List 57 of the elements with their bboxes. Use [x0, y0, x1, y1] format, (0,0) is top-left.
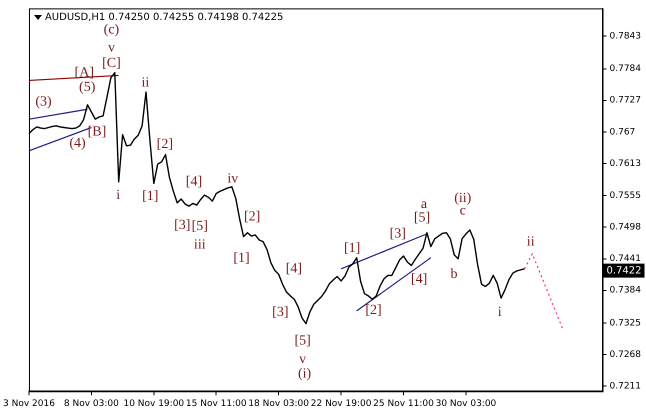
x-tick-label: 18 Nov 03:00: [248, 398, 310, 409]
annotation: [4]: [186, 174, 202, 190]
annotation: v: [299, 352, 306, 368]
y-tick-label: 0.7784: [610, 64, 642, 74]
y-tick-label: 0.767: [610, 127, 636, 138]
annotation: iii: [194, 237, 206, 252]
annotation: i: [498, 304, 502, 320]
y-tick-label: 0.7613: [610, 158, 642, 169]
annotation: [C]: [102, 56, 121, 72]
annotation: b: [450, 267, 458, 282]
annotation: [5]: [192, 218, 208, 234]
annotation: ii: [142, 75, 150, 90]
x-tick-label: 25 Nov 11:00: [373, 398, 434, 409]
annotation: (4): [69, 136, 86, 152]
annotation: [3]: [174, 218, 190, 234]
annotation: [5]: [414, 210, 430, 226]
y-tick-label: 0.7555: [610, 190, 642, 201]
annotation: [4]: [286, 261, 302, 276]
annotation: (ii): [454, 191, 472, 206]
annotation: [B]: [88, 124, 106, 140]
y-tick-label: 0.7843: [610, 31, 642, 42]
annotation: (5): [79, 80, 96, 96]
x-tick-label: 3 Nov 2016: [3, 398, 56, 409]
x-tick-label: 30 Nov 03:00: [436, 398, 497, 409]
y-tick-label: 0.7325: [610, 318, 642, 328]
y-tick-label: 0.7384: [610, 286, 642, 296]
y-tick-label: 0.7727: [610, 96, 642, 106]
annotation: (c): [104, 22, 120, 38]
annotation: (i): [298, 366, 312, 382]
annotation: [3]: [272, 304, 288, 320]
annotation: [5]: [294, 334, 311, 349]
annotation: [3]: [390, 226, 406, 242]
annotation: [2]: [365, 302, 382, 318]
annotation: iv: [227, 172, 238, 187]
annotation: i: [116, 188, 120, 204]
y-tick-label: 0.7268: [610, 350, 642, 360]
x-tick-label: 15 Nov 11:00: [186, 398, 247, 409]
annotation: [1]: [344, 241, 360, 256]
annotation: [A]: [74, 66, 94, 81]
x-tick-label: 10 Nov 19:00: [123, 398, 184, 409]
x-tick-label: 8 Nov 03:00: [64, 398, 120, 409]
x-tick-label: 22 Nov 19:00: [310, 398, 372, 409]
annotation: (3): [35, 94, 52, 110]
annotation: [1]: [233, 250, 250, 266]
text: 0.7422: [606, 265, 642, 276]
annotation: c: [460, 204, 466, 219]
chart-title: AUDUSD,H1 0.74250 0.74255 0.74198 0.74225: [44, 12, 284, 23]
y-tick-label: 0.7211: [610, 382, 642, 392]
annotation: ii: [526, 234, 535, 250]
annotation: v: [108, 40, 115, 56]
annotation: a: [420, 196, 428, 212]
annotation: [2]: [244, 209, 260, 224]
annotation: [1]: [142, 189, 158, 204]
y-tick-label: 0.7498: [610, 222, 642, 233]
y-tick-label: 0.7441: [610, 254, 642, 264]
annotation: [4]: [410, 272, 428, 288]
annotation: [2]: [156, 137, 173, 152]
